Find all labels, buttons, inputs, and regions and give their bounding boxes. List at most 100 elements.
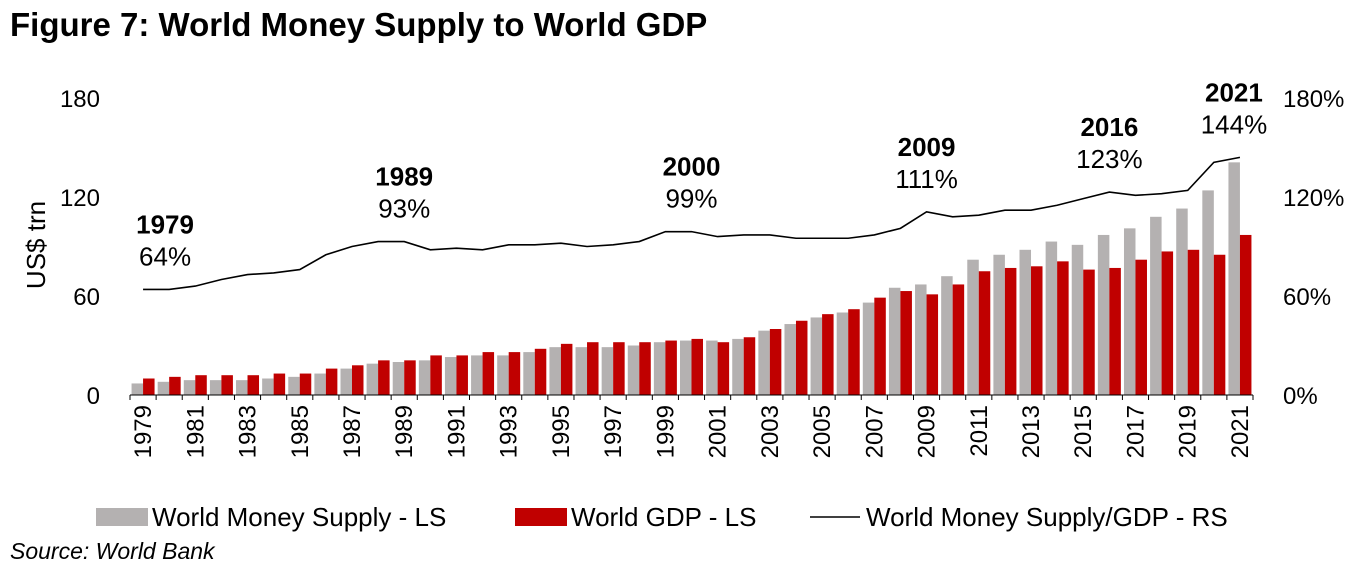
gdp-bar	[743, 337, 756, 395]
left-y-tick-label: 0	[87, 383, 100, 410]
money-supply-bar	[601, 347, 614, 395]
legend-label-ratio: World Money Supply/GDP - RS	[866, 502, 1228, 532]
gdp-bar	[769, 329, 782, 395]
gdp-bar	[900, 291, 912, 395]
axes-layer: 1979 1981 1983 1985 1987 1989 1991 1993 1995 1997…	[21, 86, 1344, 458]
left-axis-title: US$ trn	[21, 201, 51, 289]
money-supply-bar	[183, 380, 196, 395]
money-supply-bar	[262, 378, 274, 395]
gdp-bar	[613, 342, 625, 395]
x-tick-label: 1983	[235, 405, 262, 458]
gdp-bar	[195, 375, 207, 395]
gdp-bar	[247, 375, 260, 395]
gdp-bar	[430, 355, 442, 395]
line-layer	[143, 156, 1241, 291]
gdp-bar	[143, 378, 155, 395]
gdp-bar	[482, 352, 495, 395]
ratio-line	[143, 156, 1241, 291]
money-supply-bar	[941, 276, 953, 395]
annotation-year: 2000	[663, 152, 721, 182]
money-supply-bar	[1019, 249, 1032, 395]
gdp-bar	[978, 271, 991, 395]
x-tick-label: 1981	[182, 405, 209, 458]
money-supply-bar	[680, 340, 692, 395]
gdp-bar	[456, 355, 468, 395]
gdp-bar	[1187, 249, 1200, 395]
annotation-value: 99%	[665, 184, 717, 214]
annotation-year: 2009	[898, 132, 956, 162]
x-tick-label: 1999	[652, 405, 679, 458]
money-supply-bar	[1228, 162, 1240, 395]
gdp-bar	[1109, 267, 1121, 395]
money-supply-bar	[836, 312, 849, 395]
x-tick-label: 1989	[391, 405, 418, 458]
money-supply-bar	[1045, 241, 1058, 395]
x-tick-label: 2001	[705, 405, 732, 458]
gdp-bar	[404, 360, 416, 395]
money-supply-bar	[549, 347, 561, 395]
x-tick-label: 2013	[1018, 405, 1045, 458]
money-supply-bar	[967, 259, 979, 395]
legend-swatch-gdp	[515, 508, 567, 526]
annotation-year: 2016	[1080, 112, 1138, 142]
money-supply-bar	[157, 381, 170, 395]
x-tick-label: 2009	[914, 405, 941, 458]
gdp-bar	[299, 373, 312, 395]
money-supply-bar	[1097, 234, 1110, 395]
chart-title: Figure 7: World Money Supply to World GD…	[10, 6, 708, 43]
money-supply-bar	[575, 347, 588, 395]
gdp-bar	[221, 375, 233, 395]
right-y-tick-label: 0%	[1283, 383, 1318, 410]
gdp-bar	[665, 340, 677, 395]
legend-swatch-money-supply	[96, 508, 148, 526]
annotation-layer: 64%1979 93%1989 99%2000 111%2009 123%2016 144…	[136, 77, 1267, 271]
x-tick-label: 2005	[809, 405, 836, 458]
annotation-year: 1979	[136, 209, 194, 239]
money-supply-bar	[888, 287, 901, 395]
gdp-bar	[691, 338, 703, 395]
x-tick-label: 2011	[966, 405, 993, 457]
gdp-bar	[169, 376, 181, 395]
legend: World Money Supply - LS World GDP - LS Wor…	[96, 502, 1228, 532]
gdp-bar	[1135, 259, 1147, 395]
money-supply-bar	[418, 360, 431, 395]
gdp-bar	[1213, 254, 1226, 395]
gdp-bar	[273, 373, 286, 395]
gdp-bar	[560, 343, 573, 395]
money-supply-bar	[340, 368, 352, 395]
right-y-tick-label: 60%	[1283, 284, 1331, 311]
money-supply-bar	[444, 357, 457, 395]
gdp-bar	[848, 309, 860, 395]
money-supply-bar	[209, 380, 222, 395]
money-supply-bar	[236, 380, 248, 395]
x-tick-label: 1997	[600, 405, 627, 458]
gdp-bar	[874, 297, 886, 395]
money-supply-bar	[1176, 208, 1188, 395]
money-supply-bar	[993, 254, 1005, 395]
annotation-year: 2021	[1205, 77, 1263, 107]
left-y-tick-label: 180	[60, 86, 100, 113]
money-supply-bar	[314, 373, 326, 395]
x-tick-label: 1987	[339, 405, 366, 458]
gdp-bar	[1239, 234, 1252, 395]
annotation-value: 123%	[1076, 144, 1143, 174]
money-supply-bar	[732, 338, 744, 395]
money-supply-bar	[366, 363, 379, 395]
gdp-bar	[1161, 251, 1174, 395]
money-supply-bar	[1123, 228, 1136, 395]
money-supply-bar	[758, 330, 770, 395]
annotation-year: 1989	[375, 162, 433, 192]
annotation-value: 144%	[1201, 109, 1268, 139]
money-supply-bar	[288, 376, 300, 395]
x-tick-label: 2007	[861, 405, 888, 458]
gdp-bar	[1057, 261, 1069, 395]
gdp-bar	[795, 320, 808, 395]
x-tick-label: 2015	[1070, 405, 1097, 458]
money-supply-bar	[1071, 244, 1084, 395]
x-tick-label: 2021	[1227, 405, 1254, 458]
money-supply-bar	[131, 383, 144, 395]
gdp-bar	[926, 294, 939, 395]
money-supply-bar	[862, 302, 875, 395]
x-tick-label: 1993	[496, 405, 523, 458]
